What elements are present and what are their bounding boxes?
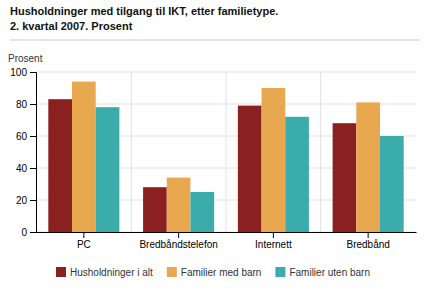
y-tick-label: 40	[16, 163, 28, 174]
bar	[333, 123, 357, 232]
x-tick-label: Internett	[255, 239, 292, 250]
legend-swatch	[167, 267, 177, 277]
legend-swatch	[275, 267, 285, 277]
y-tick-label: 0	[21, 227, 27, 238]
group-separator	[320, 72, 321, 232]
legend-item: Familier med barn	[167, 267, 262, 278]
bar	[96, 107, 120, 232]
y-axis-line	[30, 73, 37, 233]
y-tick: 100	[10, 67, 36, 78]
y-tick-label: 20	[16, 195, 28, 206]
y-axis: 0 20 40 60 80 100	[10, 67, 36, 238]
y-tick-mark	[30, 72, 36, 73]
x-tick-mark	[178, 232, 179, 238]
y-tick: 80	[16, 99, 36, 110]
bar	[285, 117, 309, 232]
x-tick: PC	[77, 232, 91, 250]
bar	[356, 102, 380, 232]
y-axis-label: Prosent	[8, 53, 43, 64]
bar	[167, 178, 191, 232]
x-axis-line	[37, 232, 417, 233]
group-separator	[131, 72, 132, 232]
bar-series	[96, 107, 404, 232]
x-tick: Bredbåndstelefon	[139, 232, 217, 250]
bar	[380, 136, 404, 232]
legend-label: Husholdninger i alt	[70, 267, 153, 278]
x-tick-label: Bredbånd	[346, 239, 389, 250]
title-separator	[10, 40, 420, 41]
x-tick-label: PC	[77, 239, 91, 250]
y-tick: 60	[16, 131, 36, 142]
y-tick-mark	[30, 200, 36, 201]
legend-item: Husholdninger i alt	[56, 267, 153, 278]
x-tick: Bredbånd	[346, 232, 389, 250]
legend-label: Familier med barn	[181, 267, 262, 278]
x-tick-mark	[273, 232, 274, 238]
y-tick-mark	[30, 136, 36, 137]
y-tick-mark	[30, 168, 36, 169]
x-tick-label: Bredbåndstelefon	[139, 239, 217, 250]
group-separators	[131, 72, 321, 232]
y-tick-label: 80	[16, 99, 28, 110]
bar	[190, 192, 214, 232]
y-tick-label: 100	[10, 67, 27, 78]
legend: Husholdninger i alt Familier med barn Fami…	[56, 267, 370, 278]
subtitle: 2. kvartal 2007. Prosent	[10, 20, 133, 32]
bar-series	[72, 82, 380, 232]
y-tick: 20	[16, 195, 36, 206]
bar	[72, 82, 96, 232]
legend-swatch	[56, 267, 66, 277]
title: Husholdninger med tilgang til IKT, etter…	[10, 5, 278, 17]
y-tick-mark	[30, 232, 36, 233]
x-tick: Internett	[255, 232, 292, 250]
legend-label: Familier uten barn	[289, 267, 370, 278]
x-tick-mark	[368, 232, 369, 238]
group-separator	[226, 72, 227, 232]
bar	[143, 187, 167, 232]
y-tick-label: 60	[16, 131, 28, 142]
x-axis: PC Bredbåndstelefon Internett Bredbånd	[37, 232, 417, 250]
grid	[36, 72, 416, 232]
x-tick-mark	[83, 232, 84, 238]
bars	[48, 82, 403, 232]
y-tick: 0	[21, 227, 36, 238]
plot: 0 20 40 60 80 100 PC Bredbåndstelefon Internett B…	[10, 67, 416, 250]
legend-item: Familier uten barn	[275, 267, 370, 278]
y-tick: 40	[16, 163, 36, 174]
chart: Husholdninger med tilgang til IKT, etter…	[0, 0, 426, 290]
y-tick-mark	[30, 104, 36, 105]
bar	[48, 99, 72, 232]
bar	[238, 106, 262, 232]
bar	[262, 88, 286, 232]
